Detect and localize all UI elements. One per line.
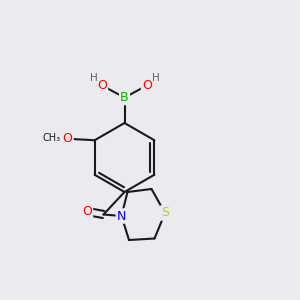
Text: O: O xyxy=(142,79,152,92)
Text: O: O xyxy=(97,79,107,92)
Text: B: B xyxy=(120,91,129,104)
Text: H: H xyxy=(152,73,159,83)
Text: CH₃: CH₃ xyxy=(42,133,60,142)
Text: S: S xyxy=(161,206,169,220)
Text: O: O xyxy=(82,205,92,218)
Text: O: O xyxy=(63,132,73,145)
Text: H: H xyxy=(90,73,98,83)
Text: N: N xyxy=(117,209,126,223)
